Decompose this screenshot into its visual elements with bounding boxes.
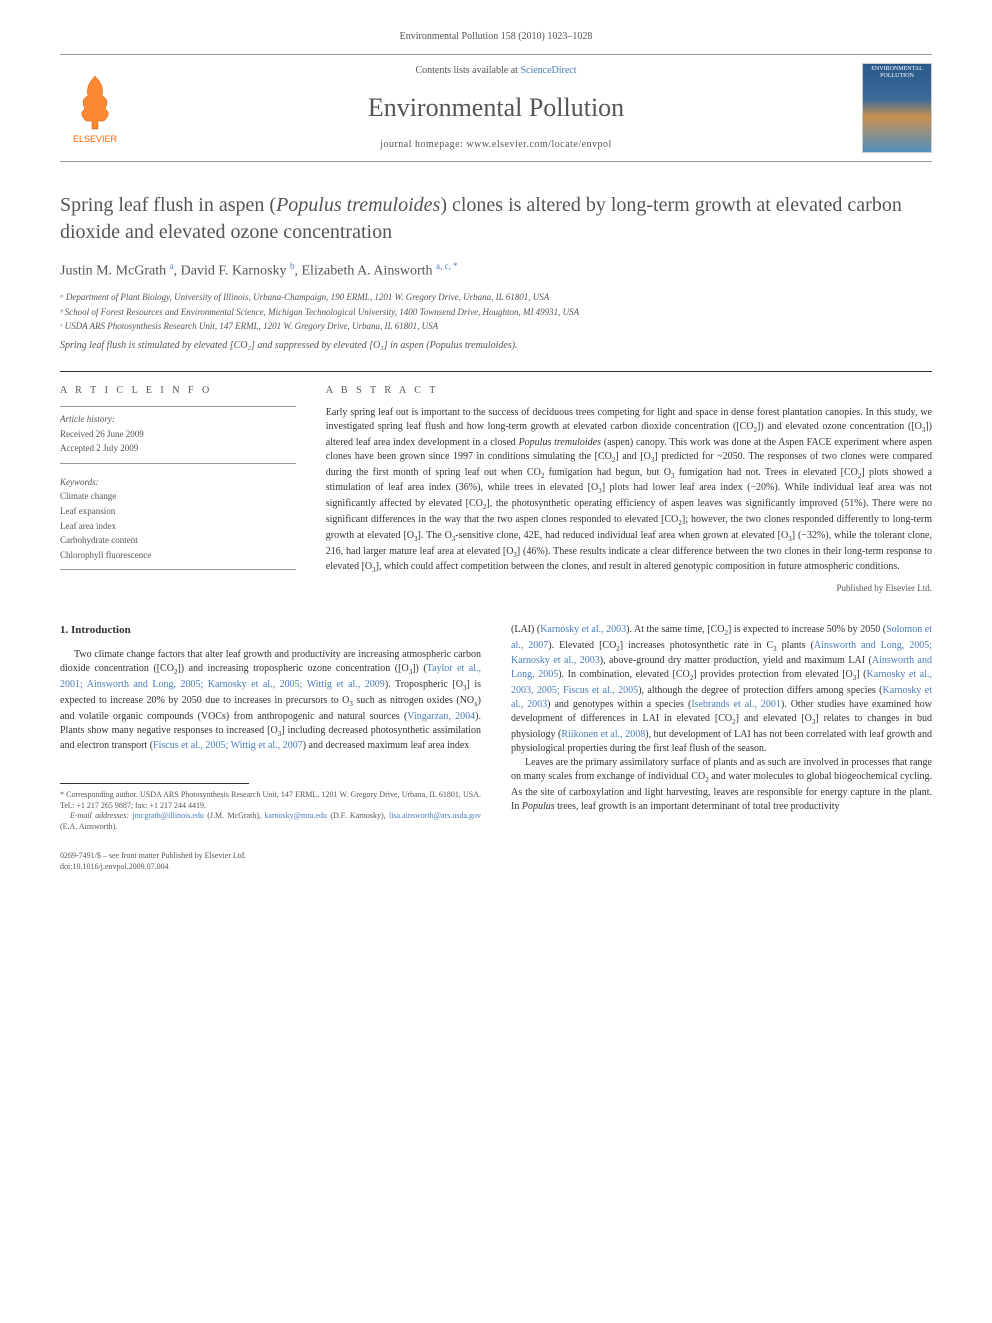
keywords-heading: Keywords: — [60, 476, 296, 489]
publisher-logo: ELSEVIER — [60, 68, 130, 148]
journal-cover-thumbnail: ENVIRONMENTAL POLLUTION — [862, 63, 932, 153]
journal-banner: ELSEVIER Contents lists available at Sci… — [60, 54, 932, 162]
article-info-label: A R T I C L E I N F O — [60, 384, 296, 398]
contents-prefix: Contents lists available at — [415, 65, 520, 76]
intro-paragraph-cont: (LAI) (Karnosky et al., 2003). At the sa… — [511, 623, 932, 756]
affiliation: ᵇ School of Forest Resources and Environ… — [60, 306, 932, 319]
keyword: Climate change — [60, 490, 296, 503]
abstract-column: A B S T R A C T Early spring leaf out is… — [326, 384, 932, 595]
abstract-text: Early spring leaf out is important to th… — [326, 406, 932, 576]
keyword: Carbohydrate content — [60, 534, 296, 547]
corresponding-author-footnote: * Corresponding author. USDA ARS Photosy… — [60, 790, 481, 811]
published-by: Published by Elsevier Ltd. — [326, 582, 932, 595]
journal-title: Environmental Pollution — [130, 90, 862, 126]
doi-line: doi:10.1016/j.envpol.2009.07.004 — [60, 861, 481, 872]
homepage-prefix: journal homepage: — [380, 139, 466, 150]
article-info-column: A R T I C L E I N F O Article history: R… — [60, 384, 296, 595]
history-block: Article history: Received 26 June 2009 A… — [60, 406, 296, 464]
received-date: Received 26 June 2009 — [60, 428, 296, 441]
affiliations-block: ᵃ Department of Plant Biology, Universit… — [60, 291, 932, 333]
cover-label: ENVIRONMENTAL POLLUTION — [865, 66, 929, 79]
journal-homepage-line: journal homepage: www.elsevier.com/locat… — [130, 138, 862, 152]
keywords-block: Keywords: Climate change Leaf expansion … — [60, 470, 296, 571]
banner-center: Contents lists available at ScienceDirec… — [130, 64, 862, 152]
author-list: Justin M. McGrath a, David F. Karnosky b… — [60, 260, 932, 281]
email-footnote: E-mail addresses: jmcgrath@illinois.edu … — [60, 811, 481, 832]
accepted-date: Accepted 2 July 2009 — [60, 442, 296, 455]
left-column: 1. Introduction Two climate change facto… — [60, 623, 481, 873]
homepage-url: www.elsevier.com/locate/envpol — [466, 139, 611, 150]
footnote-separator — [60, 783, 249, 784]
right-column: (LAI) (Karnosky et al., 2003). At the sa… — [511, 623, 932, 873]
article-title: Spring leaf flush in aspen (Populus trem… — [60, 192, 932, 246]
keyword: Leaf expansion — [60, 505, 296, 518]
intro-paragraph: Two climate change factors that alter le… — [60, 648, 481, 753]
citation-line: Environmental Pollution 158 (2010) 1023–… — [60, 30, 932, 44]
intro-heading: 1. Introduction — [60, 623, 481, 638]
publisher-name: ELSEVIER — [73, 133, 117, 146]
elsevier-tree-icon — [70, 71, 120, 131]
history-heading: Article history: — [60, 413, 296, 426]
body-columns: 1. Introduction Two climate change facto… — [60, 623, 932, 873]
intro-paragraph-2: Leaves are the primary assimilatory surf… — [511, 756, 932, 814]
affiliation: ᵃ Department of Plant Biology, Universit… — [60, 291, 932, 304]
affiliation: ᶜ USDA ARS Photosynthesis Research Unit,… — [60, 320, 932, 333]
sciencedirect-link[interactable]: ScienceDirect — [520, 65, 576, 76]
keyword: Leaf area index — [60, 520, 296, 533]
front-matter-line: 0269-7491/$ – see front matter Published… — [60, 850, 481, 861]
article-tagline: Spring leaf flush is stimulated by eleva… — [60, 339, 932, 353]
info-abstract-row: A R T I C L E I N F O Article history: R… — [60, 371, 932, 595]
abstract-label: A B S T R A C T — [326, 384, 932, 398]
contents-available-line: Contents lists available at ScienceDirec… — [130, 64, 862, 78]
keyword: Chlorophyll fluorescence — [60, 549, 296, 562]
